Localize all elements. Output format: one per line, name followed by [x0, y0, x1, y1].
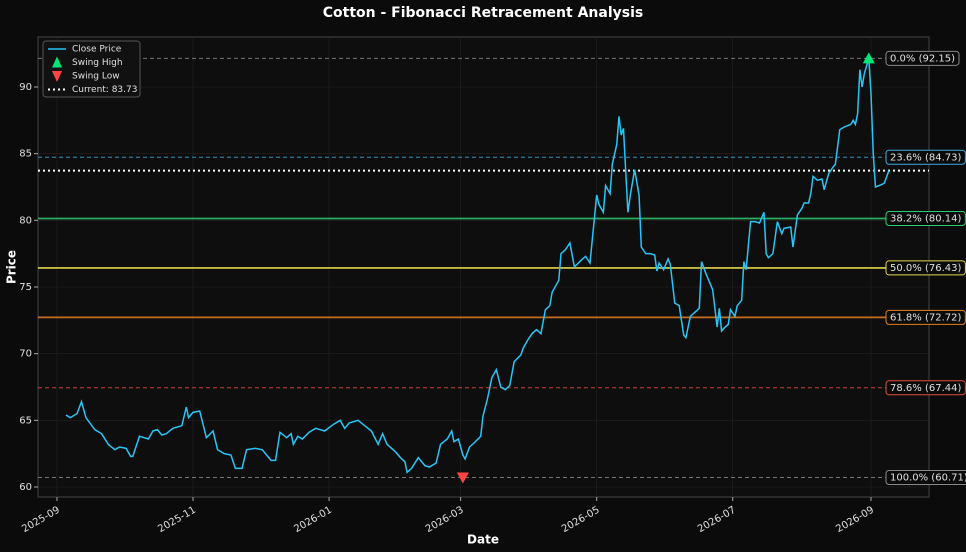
y-tick-label: 80: [19, 215, 32, 226]
chart-title: Cotton - Fibonacci Retracement Analysis: [323, 5, 643, 21]
swing-high-marker: [862, 52, 875, 64]
fib-label-box: [885, 380, 966, 396]
plot-area: [37, 36, 930, 498]
x-axis-label: Date: [467, 533, 499, 547]
fib-level-label: 23.6% (84.73): [890, 152, 961, 163]
fib-label-box: [885, 309, 966, 325]
legend-label: Current: 83.73: [72, 85, 137, 95]
fib-label-box: [885, 50, 960, 66]
fib-level-label: 61.8% (72.72): [890, 312, 961, 323]
y-tick-label: 60: [19, 482, 32, 493]
price-line: [65, 58, 890, 474]
fib-level-label: 100.0% (60.71): [890, 473, 966, 484]
fib-label-box: [885, 260, 966, 276]
fib-label-box: [885, 470, 966, 486]
legend-label: Swing High: [72, 58, 123, 68]
fib-level-label: 50.0% (76.43): [890, 263, 961, 274]
y-tick-label: 90: [19, 82, 32, 93]
y-tick-label: 65: [19, 415, 32, 426]
legend-swatch: [52, 56, 62, 68]
fib-level-label: 0.0% (92.15): [890, 53, 955, 64]
legend-box: [42, 40, 141, 98]
y-axis-label: Price: [5, 250, 19, 284]
y-tick-label: 75: [19, 282, 32, 293]
y-tick-label: 85: [19, 149, 32, 160]
swing-low-marker: [456, 472, 469, 484]
legend-swatch: [52, 71, 62, 82]
y-tick-label: 70: [19, 349, 32, 360]
fib-label-box: [885, 149, 966, 165]
legend-label: Close Price: [72, 45, 122, 55]
fib-level-label: 78.6% (67.44): [890, 383, 961, 394]
fib-level-label: 38.2% (80.14): [890, 213, 961, 224]
legend: Close Price Swing High Swing Low Current: 8…: [42, 40, 141, 98]
fib-label-box: [885, 210, 966, 226]
legend-label: Swing Low: [72, 72, 120, 82]
